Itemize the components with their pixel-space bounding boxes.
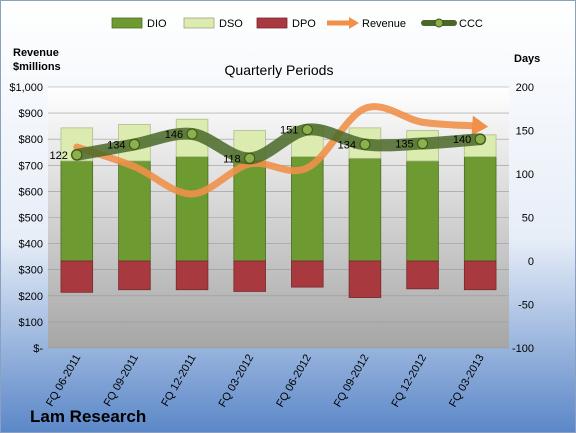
ccc-data-label: 151 [280,125,298,137]
left-axis-title-line2: $millions [13,61,61,73]
left-tick-label: $400 [19,239,43,251]
revenue-line [73,103,484,198]
dio-bar [118,160,151,262]
left-axis-title-line1: Revenue [13,47,59,59]
left-tick-label: $1,000 [9,82,43,94]
revenue-arrowhead [471,115,489,136]
company-name: Lam Research [30,407,146,426]
right-tick-label: 150 [516,126,534,138]
ccc-point [128,138,140,150]
left-tick-label: $- [33,343,43,355]
legend-label: DSO [219,18,243,30]
dio-bar [60,160,94,262]
dpo-bar [175,260,209,291]
ccc-point [417,138,429,150]
left-tick-label: $900 [19,108,43,120]
legend-label: CCC [459,18,483,30]
line-group: 122 134 146 118 151 134 135 140 [49,103,489,198]
dio-bar [406,160,439,262]
left-tick-label: $100 [19,317,43,329]
legend-label: DIO [147,18,167,30]
legend-label: DPO [292,18,316,30]
left-tick-label: $800 [19,134,43,146]
dpo-bar [291,260,324,288]
dpo-bar [406,260,439,290]
right-tick-label: 0 [528,256,534,268]
ccc-point [474,133,486,145]
right-tick-label: -50 [518,300,534,312]
left-tick-label: $200 [19,291,43,303]
right-tick-label: 200 [516,82,534,94]
dio-bar [233,160,266,262]
dio-bar [348,157,382,262]
legend-swatch [111,17,143,29]
right-tick-label: 50 [522,213,534,225]
dpo-bar [463,260,497,291]
ccc-point [71,149,83,161]
left-tick-label: $700 [19,160,43,172]
dio-bar [463,156,497,262]
right-tick-label: 100 [516,169,534,181]
chart-title: Quarterly Periods [225,62,334,78]
ccc-point [301,124,313,136]
left-tick-label: $300 [19,265,43,277]
ccc-data-label: 122 [49,150,67,162]
dpo-bar [233,260,266,292]
dpo-bar [348,260,382,298]
dpo-bar [60,260,94,293]
legend: DIO DSO DPO Revenue CCC [111,17,483,30]
ccc-data-label: 135 [395,139,413,151]
ccc-data-label: 118 [223,153,241,165]
ccc-point [186,128,198,140]
right-tick-label: -100 [512,343,534,355]
ccc-data-label: 146 [165,129,183,141]
dpo-bar [118,260,151,291]
ccc-data-label: 134 [338,139,356,151]
left-tick-label: $500 [19,213,43,225]
legend-arrow [349,17,359,29]
ccc-line [70,123,487,165]
legend-label: Revenue [362,18,406,30]
ccc-point [244,152,256,164]
right-axis-title: Days [514,53,540,65]
ccc-data-label: 134 [107,139,125,151]
legend-swatch [183,17,215,29]
legend-swatch [256,17,288,29]
ccc-point [359,138,371,150]
dio-bar [175,156,209,262]
left-tick-label: $600 [19,186,43,198]
ccc-data-label: 140 [453,134,471,146]
legend-marker [434,18,444,28]
